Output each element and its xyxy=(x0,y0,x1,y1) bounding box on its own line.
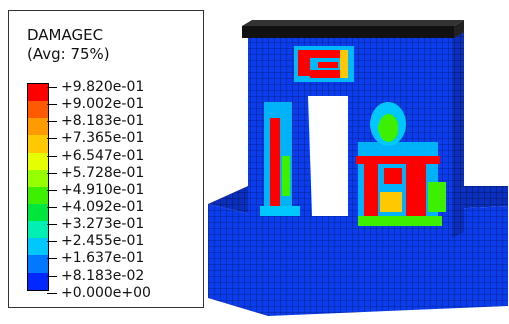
top-cap-beam xyxy=(242,20,464,38)
legend-swatch xyxy=(28,203,48,222)
legend-value: +9.002e-01 xyxy=(47,96,151,113)
legend-swatch xyxy=(28,186,48,204)
legend-swatch xyxy=(28,221,48,239)
legend-value: +5.728e-01 xyxy=(47,165,151,182)
legend-value: +4.092e-01 xyxy=(47,199,151,216)
legend-value: +2.455e-01 xyxy=(47,233,151,250)
damage-base-left xyxy=(260,206,300,216)
legend-value: +6.547e-01 xyxy=(47,148,151,165)
legend-value: +8.183e-02 xyxy=(47,268,151,285)
contour-legend: DAMAGEC (Avg: 75%) +9.820e-01 +9.002e-01 +… xyxy=(8,10,204,308)
damage-top-beam xyxy=(294,46,354,82)
legend-value: +4.910e-01 xyxy=(47,182,151,199)
legend-swatch xyxy=(28,272,48,290)
legend-swatch xyxy=(28,118,48,136)
legend-value: +7.365e-01 xyxy=(47,130,151,147)
legend-swatch xyxy=(28,238,48,256)
damage-right-pier xyxy=(356,102,446,226)
legend-value: +8.183e-01 xyxy=(47,113,151,130)
legend-value: +1.637e-01 xyxy=(47,250,151,267)
legend-swatch xyxy=(28,255,48,273)
legend-swatch xyxy=(28,152,48,170)
legend-swatch xyxy=(28,135,48,153)
legend-swatch xyxy=(28,84,48,102)
legend-color-bar xyxy=(27,83,49,291)
legend-value: +9.820e-01 xyxy=(47,79,151,96)
wall-opening xyxy=(308,96,348,216)
legend-value: +3.273e-01 xyxy=(47,216,151,233)
legend-swatch xyxy=(28,169,48,187)
fe-model-view xyxy=(208,20,508,316)
legend-averaging: (Avg: 75%) xyxy=(27,45,110,63)
legend-swatch xyxy=(28,101,48,119)
legend-value: +0.000e+00 xyxy=(47,285,151,302)
damage-left-pier xyxy=(264,102,294,216)
legend-title: DAMAGEC xyxy=(27,26,104,44)
legend-value-labels: +9.820e-01 +9.002e-01 +8.183e-01 +7.365e-01… xyxy=(47,79,151,302)
